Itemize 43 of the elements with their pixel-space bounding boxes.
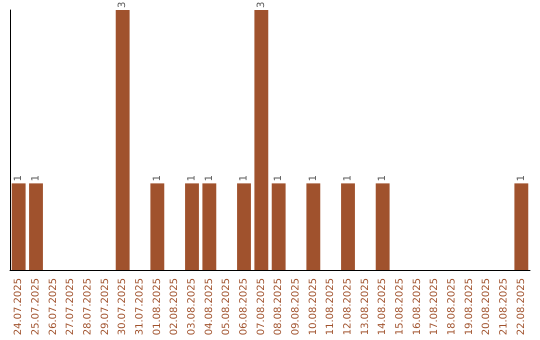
x-tick-label: 24.07.2025 — [13, 278, 24, 336]
x-tick-label: 22.08.2025 — [516, 278, 527, 336]
data-label: 1 — [516, 174, 527, 182]
x-tick-label: 03.08.2025 — [186, 278, 198, 336]
x-tick-label: 06.08.2025 — [238, 278, 250, 336]
x-tick-label: 30.07.2025 — [117, 278, 128, 336]
data-label: 1 — [273, 174, 284, 182]
x-tick-label: 08.08.2025 — [273, 278, 284, 336]
x-tick-label: 09.08.2025 — [290, 278, 302, 336]
x-tick-label: 14.08.2025 — [377, 278, 388, 336]
x-tick-label: 18.08.2025 — [446, 278, 458, 336]
x-tick-label: 29.07.2025 — [100, 278, 111, 336]
x-tick-label: 16.08.2025 — [412, 278, 423, 336]
x-tick-label: 25.07.2025 — [30, 278, 42, 336]
data-label: 1 — [186, 174, 198, 182]
x-tick-label: 28.07.2025 — [82, 278, 94, 336]
x-tick-label: 11.08.2025 — [325, 278, 336, 336]
x-tick-label: 17.08.2025 — [429, 278, 440, 336]
x-tick-label: 07.08.2025 — [256, 278, 267, 336]
x-tick-label: 02.08.2025 — [169, 278, 180, 336]
x-tick-label: 19.08.2025 — [464, 278, 475, 336]
x-tick-label: 05.08.2025 — [221, 278, 232, 336]
data-label: 1 — [308, 174, 319, 182]
x-tick-label: 13.08.2025 — [360, 278, 371, 336]
x-tick-label: 21.08.2025 — [498, 278, 510, 336]
x-tick-label: 15.08.2025 — [394, 278, 406, 336]
x-tick-label: 31.07.2025 — [134, 278, 146, 336]
x-tick-label: 12.08.2025 — [342, 278, 354, 336]
x-tick-label: 26.07.2025 — [48, 278, 59, 336]
data-label: 1 — [377, 174, 388, 182]
data-label: 1 — [342, 174, 354, 182]
data-label: 3 — [117, 2, 128, 8]
data-label: 1 — [238, 174, 250, 182]
data-label: 1 — [204, 174, 215, 182]
x-tick-label: 10.08.2025 — [308, 278, 319, 336]
x-tick-label: 20.08.2025 — [481, 278, 492, 336]
x-tick-label: 04.08.2025 — [204, 278, 215, 336]
data-label: 1 — [30, 174, 42, 182]
x-tick-label: 01.08.2025 — [152, 278, 163, 336]
data-label: 3 — [256, 2, 267, 8]
data-label: 1 — [152, 174, 163, 182]
x-tick-label: 27.07.2025 — [65, 278, 76, 336]
data-label: 1 — [13, 174, 24, 182]
